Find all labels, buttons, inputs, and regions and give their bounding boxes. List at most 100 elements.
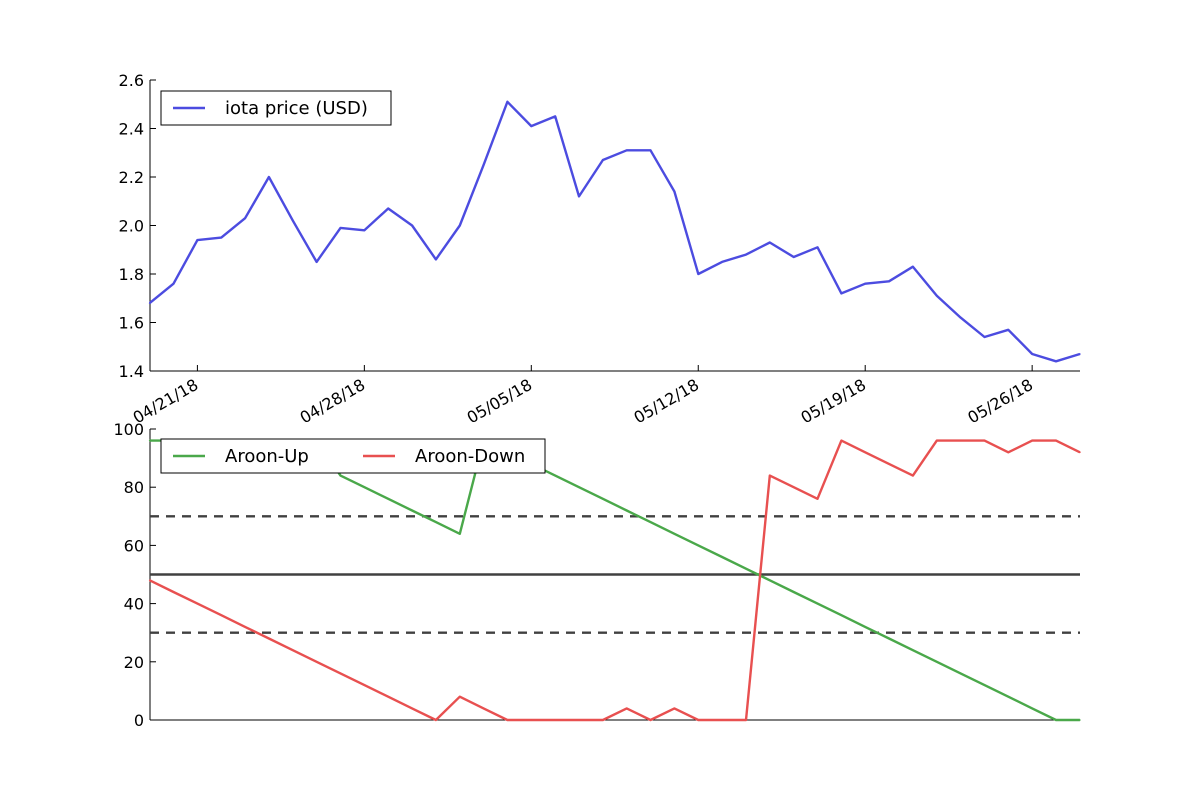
data-point xyxy=(745,567,747,570)
data-point xyxy=(459,224,461,227)
y-tick-label: 0 xyxy=(134,711,144,730)
data-point xyxy=(840,614,843,616)
data-point xyxy=(339,672,342,675)
data-point xyxy=(888,463,890,465)
data-point xyxy=(411,224,413,227)
data-point xyxy=(482,164,485,166)
data-point xyxy=(554,115,556,118)
data-point xyxy=(1007,695,1010,698)
aroon-chart: 0 20 40 60 80 100 Aroon-Up Aroon-Down xyxy=(113,420,1081,730)
data-point xyxy=(411,509,413,512)
data-point xyxy=(745,253,747,256)
data-point xyxy=(959,316,962,319)
data-point xyxy=(1007,329,1010,331)
data-point xyxy=(1055,439,1057,442)
data-point xyxy=(745,719,747,721)
data-point xyxy=(864,626,866,628)
data-point xyxy=(721,556,723,558)
data-point xyxy=(721,719,723,721)
data-point xyxy=(363,229,366,232)
y-tick-label: 100 xyxy=(113,420,144,439)
data-point xyxy=(459,695,461,698)
data-point xyxy=(292,649,294,651)
data-point xyxy=(554,474,556,477)
data-point xyxy=(148,579,151,582)
data-point xyxy=(1055,360,1057,363)
data-point xyxy=(196,602,199,605)
legend: Aroon-Up Aroon-Down xyxy=(160,438,546,474)
data-point xyxy=(1031,707,1033,710)
data-point xyxy=(697,273,700,275)
y-tick-label: 40 xyxy=(124,595,144,614)
y-tick-label: 2.4 xyxy=(119,120,144,139)
data-point xyxy=(578,486,580,489)
data-point xyxy=(339,474,342,477)
data-point xyxy=(625,707,628,710)
data-point xyxy=(816,602,819,605)
data-point xyxy=(649,521,652,523)
data-point xyxy=(936,661,938,663)
data-point xyxy=(268,637,270,640)
data-point xyxy=(888,280,890,283)
data-point xyxy=(912,265,914,268)
data-point xyxy=(769,579,771,582)
data-point xyxy=(148,439,151,442)
data-point xyxy=(959,439,962,442)
data-point xyxy=(363,684,366,686)
data-point xyxy=(1079,719,1081,721)
y-tick-label: 1.4 xyxy=(119,362,144,381)
data-point xyxy=(339,227,342,229)
y-tick-label: 1.6 xyxy=(119,314,144,333)
data-point xyxy=(315,661,318,663)
data-point xyxy=(220,236,223,239)
data-point xyxy=(363,486,366,489)
data-point xyxy=(244,217,246,219)
series-line-aroon-down xyxy=(149,439,1081,722)
data-point xyxy=(959,672,962,675)
y-tick-label: 2.0 xyxy=(119,217,144,236)
data-point xyxy=(792,591,795,593)
legend: iota price (USD) xyxy=(160,90,392,126)
data-point xyxy=(840,439,843,442)
data-point xyxy=(435,258,437,261)
data-point xyxy=(387,498,390,500)
y-tick-label: 2.2 xyxy=(119,168,144,187)
data-point xyxy=(792,486,795,489)
data-point xyxy=(673,707,676,710)
data-point xyxy=(673,190,676,193)
data-point xyxy=(244,626,246,628)
data-point xyxy=(315,261,318,263)
data-point xyxy=(816,246,819,249)
data-point xyxy=(530,125,533,127)
data-point xyxy=(792,256,795,258)
y-tick-label: 60 xyxy=(124,536,144,555)
data-point xyxy=(769,241,771,244)
data-point xyxy=(602,159,604,161)
data-point xyxy=(912,474,914,477)
data-point xyxy=(697,719,700,721)
data-point xyxy=(172,282,175,285)
data-point xyxy=(936,295,938,297)
data-point xyxy=(649,719,652,721)
data-point xyxy=(459,533,461,535)
data-point xyxy=(602,498,604,500)
data-point xyxy=(649,149,652,152)
data-point xyxy=(721,261,723,263)
data-point xyxy=(1079,353,1081,355)
data-point xyxy=(435,719,437,721)
data-point xyxy=(292,219,294,222)
y-tick-label: 20 xyxy=(124,653,144,672)
data-point xyxy=(1007,451,1010,454)
data-point xyxy=(888,637,890,640)
legend-box xyxy=(160,438,546,474)
data-point xyxy=(148,302,151,304)
data-point xyxy=(864,451,866,454)
data-point xyxy=(268,176,270,178)
data-point xyxy=(983,336,986,338)
data-point xyxy=(506,101,509,103)
data-point xyxy=(411,707,413,710)
data-point xyxy=(769,474,771,477)
data-point xyxy=(554,719,556,721)
data-point xyxy=(435,521,437,523)
legend-label: iota price (USD) xyxy=(225,98,368,119)
